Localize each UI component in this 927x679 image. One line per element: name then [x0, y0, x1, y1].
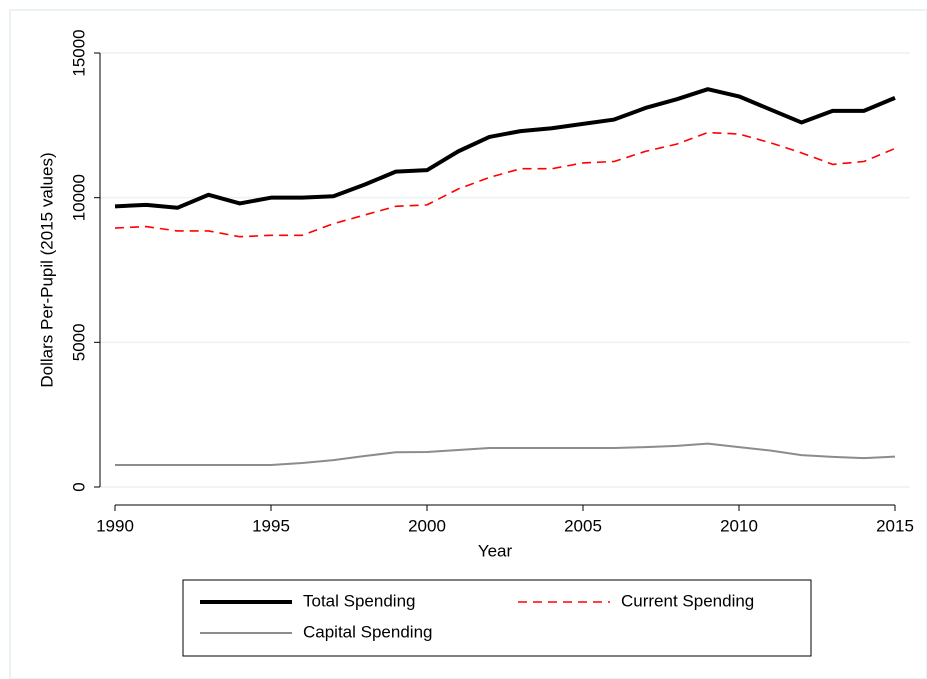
x-tick-label: 2005 — [564, 516, 602, 535]
x-tick-label: 1995 — [252, 516, 290, 535]
y-axis-title: Dollars Per-Pupil (2015 values) — [37, 152, 56, 387]
y-tick-label: 0 — [69, 482, 88, 491]
y-tick-label: 10000 — [69, 174, 88, 221]
data-line — [114, 87, 896, 210]
x-tick-label: 1990 — [96, 516, 134, 535]
data-line — [115, 442, 896, 467]
data-line — [114, 131, 896, 238]
legend-label: Capital Spending — [303, 622, 432, 641]
legend-label: Current Spending — [621, 591, 754, 610]
x-tick-label: 2000 — [408, 516, 446, 535]
y-tick-label: 15000 — [69, 29, 88, 76]
chart-frame — [9, 9, 927, 679]
y-tick-label: 5000 — [69, 323, 88, 361]
x-tick-label: 2010 — [720, 516, 758, 535]
legend-label: Total Spending — [303, 591, 415, 610]
legend-box — [182, 579, 812, 657]
x-tick-label: 2015 — [876, 516, 914, 535]
x-axis-title: Year — [478, 541, 513, 560]
